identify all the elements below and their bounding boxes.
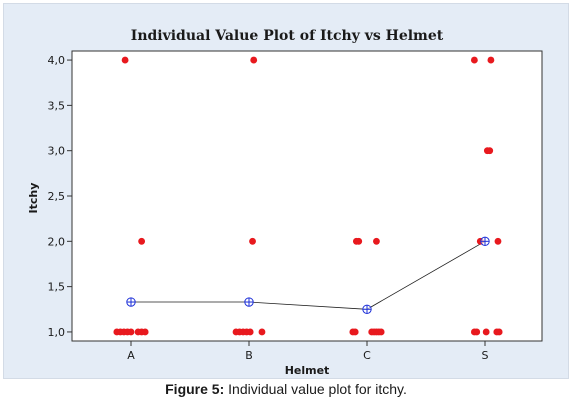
individual-value-plot: Individual Value Plot of Itchy vs Helmet… [27, 28, 543, 377]
y-tick-label: 2,0 [48, 235, 66, 248]
data-point [486, 147, 494, 155]
y-tick-label: 1,5 [48, 281, 66, 294]
x-tick-label: S [482, 349, 489, 362]
data-points [113, 56, 503, 336]
data-point [487, 56, 495, 64]
x-tick-label: C [363, 349, 371, 362]
y-tick-label: 1,0 [48, 326, 66, 339]
data-point [482, 328, 490, 336]
mean-marker [480, 236, 490, 247]
y-tick-label: 3,0 [48, 145, 66, 158]
data-point [127, 328, 135, 336]
x-tick-label: A [127, 349, 135, 362]
data-point [470, 56, 478, 64]
mean-marker [244, 297, 254, 307]
data-point [473, 328, 481, 336]
data-point [121, 56, 129, 64]
data-point [351, 328, 359, 336]
data-point [495, 328, 503, 336]
mean-connect-line [131, 240, 486, 310]
figure-caption-label: Figure 5: [165, 381, 225, 397]
x-axis-title: Helmet [285, 364, 330, 377]
y-tick-label: 3,5 [48, 99, 66, 112]
plot-area [71, 50, 543, 342]
data-point [250, 56, 258, 64]
chart-title: Individual Value Plot of Itchy vs Helmet [131, 28, 444, 44]
y-axis: 1,0 1,5 2,0 2,5 3,0 3,5 4,0 [48, 54, 72, 339]
mean-marker [126, 297, 136, 307]
data-point [494, 237, 502, 245]
data-point [373, 237, 380, 245]
mean-markers [126, 236, 490, 314]
figure-caption: Figure 5: Individual value plot for itch… [0, 381, 572, 397]
y-tick-label: 2,5 [48, 190, 66, 203]
figure-caption-text: Individual value plot for itchy. [228, 381, 407, 397]
y-tick-label: 4,0 [48, 54, 66, 67]
y-axis-title: Itchy [27, 183, 40, 214]
data-point [246, 328, 254, 336]
chart-frame: Individual Value Plot of Itchy vs Helmet… [3, 3, 569, 379]
data-point [355, 237, 363, 245]
data-point [138, 237, 146, 245]
mean-connect-polyline [131, 240, 486, 310]
data-point [258, 328, 266, 336]
data-point [141, 328, 149, 336]
data-point [249, 237, 256, 245]
data-point [377, 328, 385, 336]
x-tick-label: B [245, 349, 253, 362]
mean-marker [362, 304, 372, 314]
